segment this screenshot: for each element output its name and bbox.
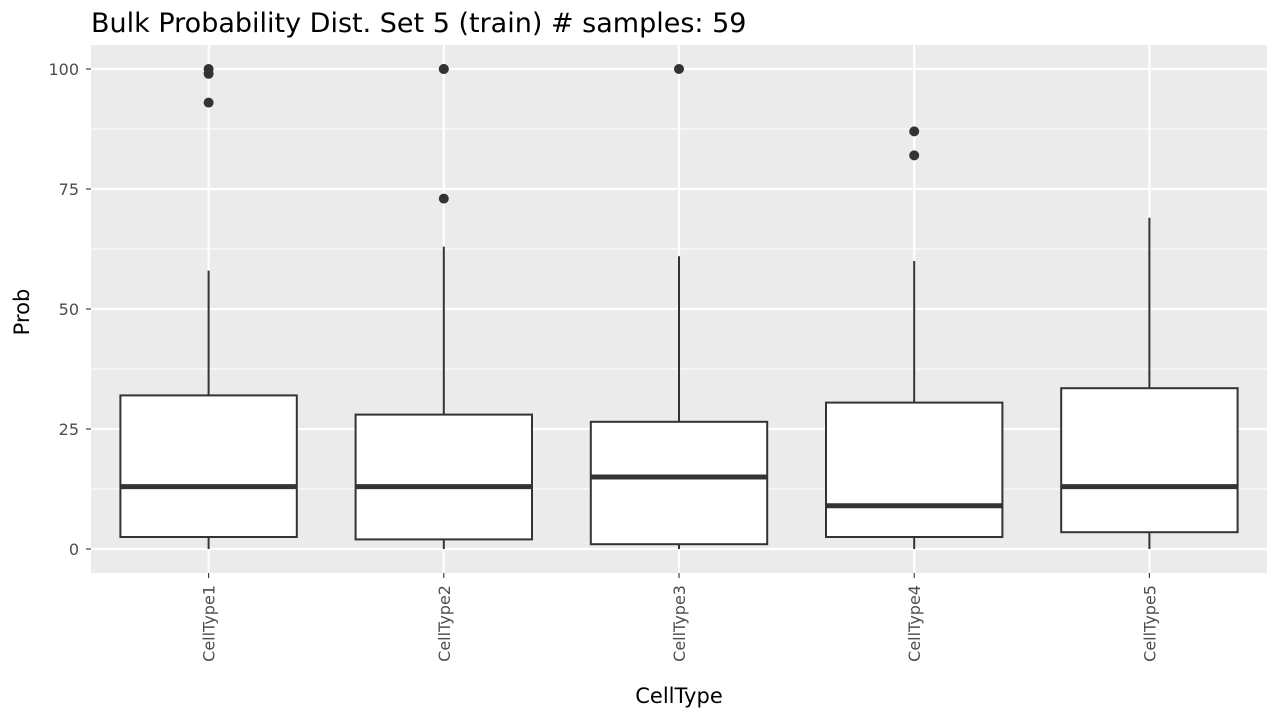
y-tick-label: 75: [59, 180, 79, 199]
y-tick-label: 100: [48, 60, 79, 79]
box-iqr: [825, 401, 1004, 538]
outlier-point: [438, 193, 449, 204]
outlier-point: [909, 126, 920, 137]
box-iqr: [354, 413, 533, 541]
y-tick-label: 25: [59, 420, 79, 439]
x-tick-label: CellType3: [670, 585, 689, 662]
box-iqr: [119, 394, 298, 538]
x-axis-ticks: CellType1 CellType2 CellType3 CellType4 Cell…: [200, 573, 1159, 662]
x-tick-label: CellType1: [200, 585, 219, 662]
box-celltype4: [825, 126, 1004, 549]
x-tick-label: CellType2: [435, 585, 454, 662]
outlier-point: [438, 64, 449, 74]
outlier-point: [203, 64, 214, 74]
box-iqr: [1060, 387, 1239, 534]
chart-title: Bulk Probability Dist. Set 5 (train) # s…: [91, 8, 746, 39]
box-marks: [119, 64, 1239, 549]
y-axis-title: Prob: [10, 289, 34, 336]
y-tick-label: 50: [59, 300, 79, 319]
x-tick-label: CellType4: [905, 585, 924, 662]
outlier-point: [203, 97, 214, 108]
outlier-point: [674, 64, 684, 74]
y-tick-label: 0: [69, 540, 79, 559]
x-axis-title: CellType: [635, 684, 723, 708]
outlier-point: [909, 150, 920, 161]
box-celltype1: [119, 64, 298, 549]
box-celltype5: [1060, 217, 1239, 549]
box-iqr: [589, 420, 769, 546]
y-axis-ticks: 0 25 50 75 100: [48, 60, 91, 559]
x-tick-label: CellType5: [1140, 585, 1159, 662]
box-celltype3: [589, 64, 769, 549]
box-celltype2: [354, 64, 533, 549]
